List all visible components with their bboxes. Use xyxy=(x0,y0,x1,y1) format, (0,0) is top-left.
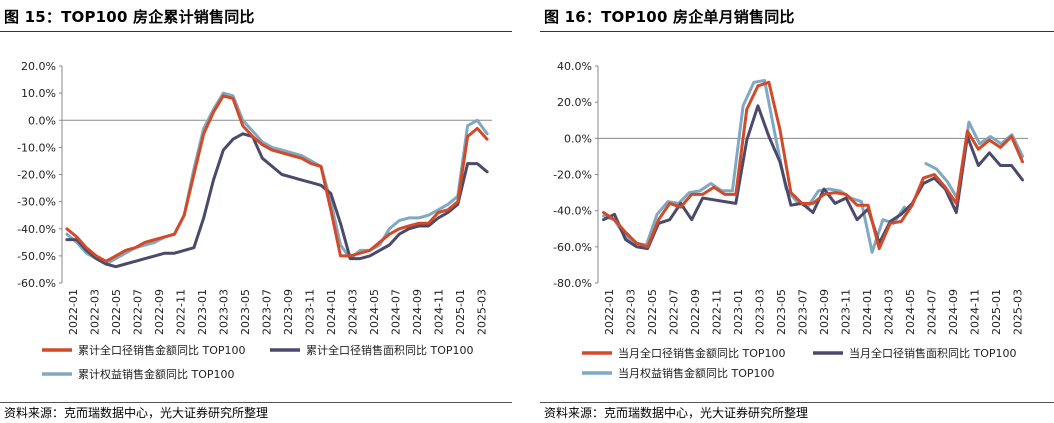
x-tick-label: 2023-03 xyxy=(753,289,766,335)
y-tick-label: -60.0% xyxy=(553,241,592,254)
x-tick-label: 2024-11 xyxy=(968,289,981,335)
x-tick-label: 2024-09 xyxy=(947,289,960,335)
x-tick-label: 2024-01 xyxy=(325,289,338,335)
x-tick-label: 2023-05 xyxy=(239,289,252,335)
x-tick-label: 2022-03 xyxy=(88,289,101,335)
x-tick-label: 2024-11 xyxy=(432,289,445,335)
series-line xyxy=(602,80,1024,251)
x-tick-label: 2023-09 xyxy=(282,289,295,335)
y-tick-label: -30.0% xyxy=(17,196,56,209)
x-tick-label: 2025-03 xyxy=(475,289,488,335)
x-tick-label: 2025-01 xyxy=(454,289,467,335)
source-divider xyxy=(0,402,512,403)
title-underline xyxy=(0,31,512,32)
y-tick-label: -20.0% xyxy=(553,169,592,182)
x-tick-label: 2025-03 xyxy=(1011,289,1024,335)
source-divider xyxy=(540,402,1054,403)
y-tick-label: 20.0% xyxy=(21,60,56,73)
series-line xyxy=(65,132,489,269)
x-tick-label: 2025-01 xyxy=(990,289,1003,335)
x-tick-label: 2023-01 xyxy=(196,289,209,335)
series-line xyxy=(602,104,1024,251)
x-tick-label: 2024-07 xyxy=(389,289,402,335)
y-tick-label: 0.0% xyxy=(28,114,56,127)
legend-label: 累计全口径销售面积同比 TOP100 xyxy=(306,343,474,357)
series-line xyxy=(65,91,489,266)
x-tick-label: 2023-11 xyxy=(839,289,852,335)
series-line xyxy=(601,79,1025,254)
y-tick-label: 20.0% xyxy=(557,96,592,109)
title-underline xyxy=(540,31,1054,32)
y-tick-label: -40.0% xyxy=(553,205,592,218)
x-tick-label: 2022-05 xyxy=(110,289,123,335)
figure-15-title: 图 15：TOP100 房企累计销售同比 xyxy=(4,8,255,26)
x-tick-label: 2024-05 xyxy=(368,289,381,335)
y-tick-label: -10.0% xyxy=(17,141,56,154)
x-tick-label: 2023-09 xyxy=(818,289,831,335)
left-figure-panel: 图 15：TOP100 房企累计销售同比 20.0% 10.0% 0.0% -10.0… xyxy=(0,0,512,423)
x-tick-label: 2023-03 xyxy=(217,289,230,335)
x-tick-label: 2024-03 xyxy=(882,289,895,335)
x-tick-label: 2023-07 xyxy=(796,289,809,335)
legend-label: 当月权益销售金额同比 TOP100 xyxy=(618,366,775,380)
y-tick-label: -20.0% xyxy=(17,169,56,182)
y-tick-label: 0.0% xyxy=(564,132,592,145)
series-line xyxy=(65,94,489,263)
y-tick-label: 40.0% xyxy=(557,60,592,73)
x-tick-label: 2022-03 xyxy=(624,289,637,335)
legend-label: 当月全口径销售金额同比 TOP100 xyxy=(618,346,786,360)
x-tick-label: 2024-07 xyxy=(925,289,938,335)
y-tick-label: -40.0% xyxy=(17,223,56,236)
y-tick-label: -60.0% xyxy=(17,277,56,290)
x-tick-label: 2022-01 xyxy=(603,289,616,335)
figure-16-title: 图 16：TOP100 房企单月销售同比 xyxy=(544,8,795,26)
x-tick-label: 2022-05 xyxy=(646,289,659,335)
figure-16-source: 资料来源：克而瑞数据中心，光大证券研究所整理 xyxy=(544,406,809,420)
x-tick-label: 2022-07 xyxy=(667,289,680,335)
x-tick-label: 2022-01 xyxy=(67,289,80,335)
cumulative-sales-yoy-chart: 20.0% 10.0% 0.0% -10.0% -20.0% -30.0% -40.0% -5… xyxy=(17,60,492,381)
x-tick-label: 2023-07 xyxy=(260,289,273,335)
x-tick-label: 2022-11 xyxy=(174,289,187,335)
x-tick-label: 2022-09 xyxy=(689,289,702,335)
x-tick-label: 2024-03 xyxy=(346,289,359,335)
x-tick-label: 2022-11 xyxy=(710,289,723,335)
x-tick-label: 2022-07 xyxy=(131,289,144,335)
y-tick-label: -80.0% xyxy=(553,277,592,290)
x-tick-label: 2024-05 xyxy=(904,289,917,335)
x-tick-label: 2024-09 xyxy=(411,289,424,335)
right-figure-panel: 图 16：TOP100 房企单月销售同比 40.0% 20.0% 0.0% -20.0… xyxy=(540,0,1054,423)
monthly-sales-yoy-chart: 40.0% 20.0% 0.0% -20.0% -40.0% -60.0% -80.0% 20… xyxy=(553,60,1028,380)
x-tick-label: 2024-01 xyxy=(861,289,874,335)
legend-label: 累计全口径销售金额同比 TOP100 xyxy=(78,343,246,357)
legend-label: 累计权益销售金额同比 TOP100 xyxy=(78,367,235,381)
x-tick-label: 2023-05 xyxy=(775,289,788,335)
y-tick-label: 10.0% xyxy=(21,87,56,100)
x-tick-label: 2023-01 xyxy=(732,289,745,335)
legend-label: 当月全口径销售面积同比 TOP100 xyxy=(849,346,1017,360)
figure-15-source: 资料来源：克而瑞数据中心，光大证券研究所整理 xyxy=(4,406,269,420)
y-tick-label: -50.0% xyxy=(17,250,56,263)
x-tick-label: 2023-11 xyxy=(303,289,316,335)
x-tick-label: 2022-09 xyxy=(153,289,166,335)
